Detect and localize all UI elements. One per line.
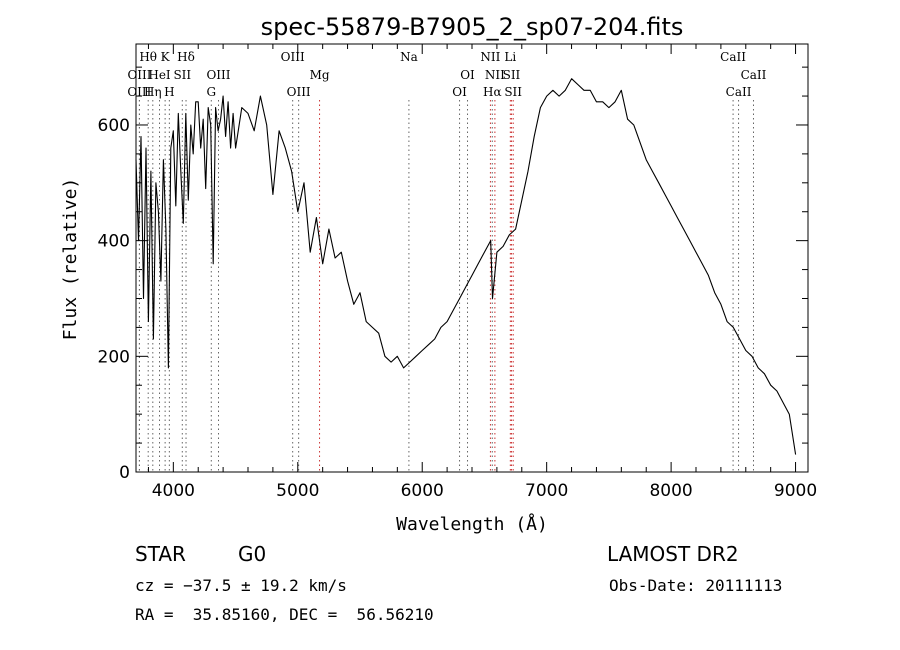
spectral-line-label: OIII xyxy=(127,68,151,82)
spectral-line-label: CaII xyxy=(720,50,746,64)
y-tick-label: 0 xyxy=(119,463,130,483)
spectral-line-label: SII xyxy=(173,68,191,82)
spectral-line-label: CaII xyxy=(741,68,767,82)
spectral-line-label: NII xyxy=(480,50,500,64)
plot-frame xyxy=(135,43,809,473)
x-tick-label: 6000 xyxy=(401,481,444,501)
spectral-line-label: OIII xyxy=(127,85,151,99)
object-class: STAR xyxy=(135,542,186,566)
x-axis-label: Wavelength (Å) xyxy=(396,513,548,535)
spectral-line-label: SII xyxy=(504,85,522,99)
spectral-line-label: G xyxy=(206,85,216,99)
spectral-line-label: OI xyxy=(452,85,467,99)
spectral-line-label: Na xyxy=(400,50,418,64)
spectral-line-label: OIII xyxy=(206,68,230,82)
axes-layer: 4000 5000 6000 7000 8000 9000 0 200 400 600 xyxy=(98,43,817,501)
flux-spectrum-line xyxy=(135,78,797,455)
spectral-line-label: SII xyxy=(503,68,521,82)
y-axis-label: Flux (relative) xyxy=(60,178,81,341)
coordinates-info: RA = 35.85160, DEC = 56.56210 xyxy=(135,605,434,624)
spectral-line-label: Mg xyxy=(310,68,330,82)
spectral-line-label: NII xyxy=(485,68,505,82)
y-tick-label: 600 xyxy=(98,116,130,136)
x-tick-label: 5000 xyxy=(276,481,319,501)
x-tick-label: 4000 xyxy=(152,481,195,501)
spectral-line-label: CaII xyxy=(726,85,752,99)
y-tick-label: 200 xyxy=(98,347,130,367)
chart-title: spec-55879-B7905_2_sp07-204.fits xyxy=(261,13,684,41)
spectral-line-label: OIII xyxy=(281,50,305,64)
spectral-subclass: G0 xyxy=(238,542,267,566)
survey-name: LAMOST DR2 xyxy=(607,542,739,566)
spectral-line-label: Hθ xyxy=(139,50,157,64)
obs-date: Obs-Date: 20111113 xyxy=(609,576,783,595)
y-tick-label: 400 xyxy=(98,232,130,252)
x-tick-label: 7000 xyxy=(525,481,568,501)
spectral-line-label: Li xyxy=(504,50,516,64)
x-tick-label: 9000 xyxy=(774,481,817,501)
x-tick-label: 8000 xyxy=(649,481,692,501)
spectral-line-label: OIII xyxy=(287,85,311,99)
spectral-line-label: Hα xyxy=(483,85,502,99)
spectral-line-label: HeI xyxy=(148,68,171,82)
redshift-info: cz = −37.5 ± 19.2 km/s xyxy=(135,576,347,595)
spectral-line-label: Hδ xyxy=(177,50,195,64)
spectral-line-label: Hη xyxy=(144,85,162,99)
spectral-line-label: OI xyxy=(460,68,475,82)
series-layer xyxy=(135,78,797,455)
spectral-line-label: K xyxy=(161,50,171,64)
spectral-line-label: H xyxy=(164,85,174,99)
